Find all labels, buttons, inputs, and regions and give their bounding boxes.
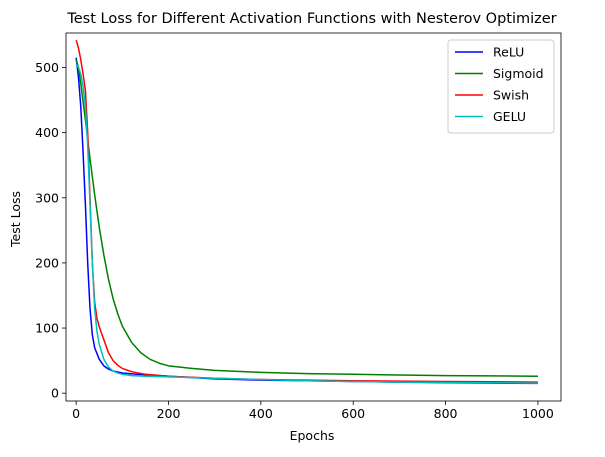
legend-label-relu: ReLU xyxy=(493,45,524,60)
y-tick-label: 300 xyxy=(35,190,59,205)
y-tick-label: 500 xyxy=(35,60,59,75)
x-tick-label: 0 xyxy=(72,406,80,421)
x-tick-label: 1000 xyxy=(522,406,554,421)
x-axis-label: Epochs xyxy=(290,428,335,443)
y-tick-label: 200 xyxy=(35,255,59,270)
legend-label-sigmoid: Sigmoid xyxy=(493,66,544,81)
series-line-gelu xyxy=(75,63,538,384)
x-tick-label: 200 xyxy=(157,406,181,421)
y-axis-label: Test Loss xyxy=(8,191,23,248)
legend-label-swish: Swish xyxy=(493,88,529,103)
y-tick-label: 0 xyxy=(51,386,59,401)
legend: ReLU Sigmoid Swish GELU xyxy=(447,39,555,134)
x-tick-label: 800 xyxy=(434,406,458,421)
axes-frame xyxy=(65,32,562,402)
legend-label-gelu: GELU xyxy=(493,109,526,124)
legend-box xyxy=(447,39,555,134)
y-tick-label: 400 xyxy=(35,125,59,140)
x-tick-label: 400 xyxy=(249,406,273,421)
y-tick-label: 100 xyxy=(35,321,59,336)
chart-title: Test Loss for Different Activation Funct… xyxy=(66,11,556,27)
plot-area xyxy=(75,39,538,385)
series-line-sigmoid xyxy=(75,59,538,377)
x-tick-label: 600 xyxy=(341,406,365,421)
axes: 0 200 400 600 800 1000 0 100 200 300 400 500 xyxy=(35,32,562,421)
